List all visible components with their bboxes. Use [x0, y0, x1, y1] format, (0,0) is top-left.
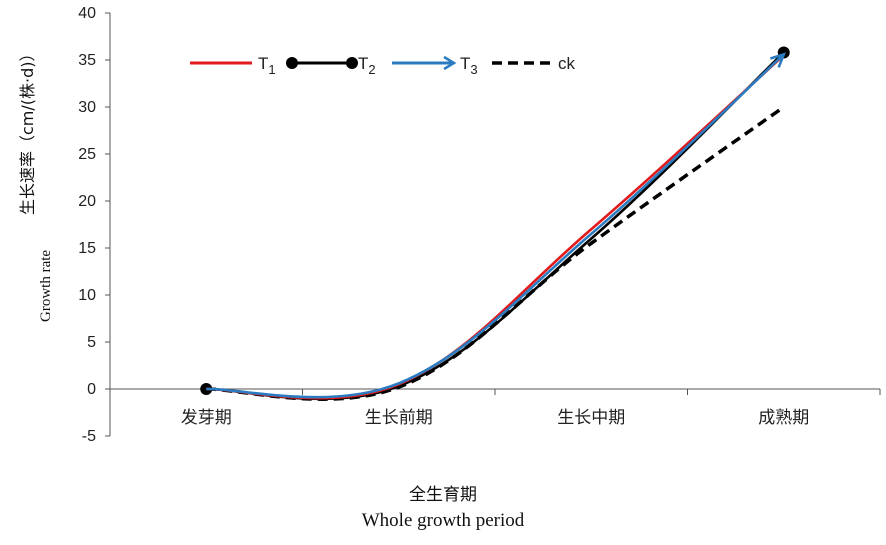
y-tick-label: 5: [87, 334, 96, 351]
series-line-T3: [206, 53, 785, 399]
legend-label-T3: T3: [460, 54, 478, 77]
series-line-T2: [206, 51, 785, 401]
x-category-label: 生长中期: [557, 408, 625, 428]
legend-marker-T3: [443, 55, 457, 71]
legend-label-T2: T2: [358, 54, 376, 77]
series-line-ck: [206, 105, 785, 401]
y-tick-label: 40: [78, 5, 96, 22]
y-axis-label-chinese: 生长速率（cm/(株·d)）: [18, 45, 37, 215]
chart-axes: -5 0 5 10 15 20 25 30 35 40 发芽期 生长前期 生长中期 成熟期: [78, 5, 881, 445]
chart-legend: T1 T2 T3 ck: [190, 54, 576, 77]
x-category-label: 成熟期: [758, 407, 809, 428]
y-tick-label: -5: [82, 428, 96, 445]
series-line-T1: [206, 54, 785, 400]
series-arrowhead-T3: [769, 52, 786, 68]
x-category-label: 发芽期: [181, 408, 232, 428]
y-tick-label: 15: [78, 240, 96, 257]
chart-series: [200, 46, 790, 401]
y-tick-label: 25: [78, 146, 96, 163]
legend-marker-T2: [286, 57, 298, 69]
x-axis-label-chinese: 全生育期: [409, 485, 477, 505]
y-axis-label-english: Growth rate: [38, 249, 54, 322]
y-tick-label: 20: [78, 193, 96, 210]
legend-label-T1: T1: [258, 54, 276, 77]
legend-marker-T2: [346, 57, 358, 69]
y-tick-label: 10: [78, 287, 96, 304]
x-category-label: 生长前期: [365, 408, 433, 428]
legend-label-ck: ck: [558, 54, 576, 73]
y-tick-label: 0: [87, 381, 96, 398]
y-tick-label: 30: [78, 99, 96, 116]
y-tick-label: 35: [78, 52, 96, 69]
x-axis-label-english: Whole growth period: [361, 510, 525, 531]
